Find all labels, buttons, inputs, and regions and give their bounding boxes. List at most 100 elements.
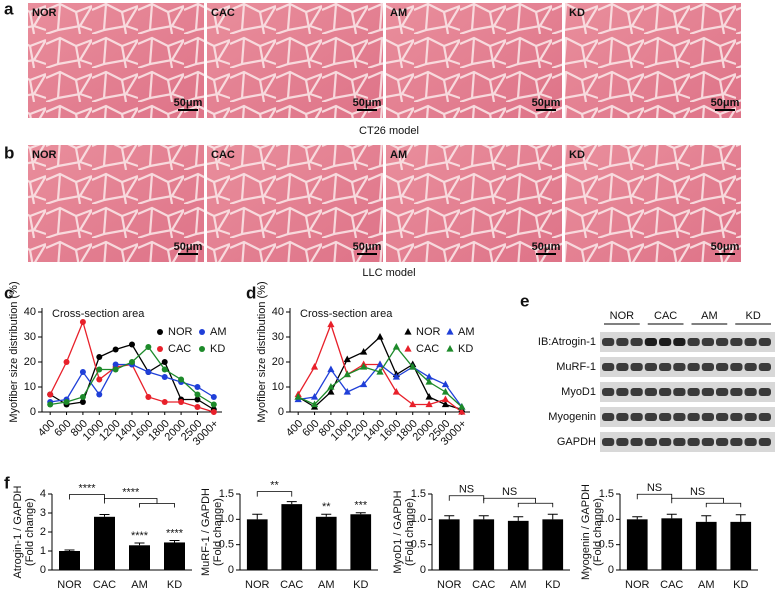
- blot-band: [659, 338, 672, 346]
- y-tick-label: 40: [272, 306, 284, 318]
- y-tick-label: 0: [420, 564, 426, 576]
- marker: [112, 361, 119, 368]
- marker: [425, 378, 433, 385]
- group-label: KD: [569, 7, 585, 19]
- marker: [441, 400, 450, 408]
- y-tick-label: 1.5: [219, 488, 234, 500]
- blot-band: [758, 388, 771, 396]
- y-tick-label: 40: [24, 306, 36, 318]
- blot-band: [630, 388, 643, 396]
- group-label: CAC: [211, 149, 235, 161]
- marker: [392, 388, 400, 395]
- x-tick-label: CAC: [660, 579, 683, 591]
- marker: [458, 408, 466, 415]
- marker: [441, 395, 450, 403]
- group-label: AM: [390, 7, 407, 19]
- marker: [343, 370, 351, 378]
- bar: [507, 520, 529, 570]
- fiber-pattern: [386, 3, 562, 118]
- legend-label: CAC: [168, 343, 191, 355]
- x-tick-label: AM: [131, 579, 148, 591]
- significance-bracket: [104, 498, 175, 508]
- blot-band: [602, 363, 615, 371]
- marker: [376, 333, 384, 340]
- marker: [161, 399, 168, 405]
- blot-band: [687, 438, 700, 446]
- blot-band: [644, 438, 657, 446]
- series-line: [297, 345, 463, 408]
- marker: [404, 345, 412, 352]
- y-tick-label: 10: [24, 381, 36, 393]
- significance: ****: [122, 486, 140, 498]
- y-tick-label: 0: [40, 564, 46, 576]
- legend-label: NOR: [168, 326, 193, 338]
- x-tick-label: KD: [167, 579, 182, 591]
- error-bar: [99, 514, 110, 517]
- x-tick-label: AM: [510, 579, 527, 591]
- y-axis-label: MyoD1 / GAPDH: [392, 490, 404, 573]
- blot-band: [602, 413, 615, 421]
- blot-band: [716, 388, 729, 396]
- y-tick-label: 1.5: [599, 488, 614, 500]
- legend-label: AM: [210, 326, 227, 338]
- marker: [157, 329, 163, 335]
- marker: [47, 391, 54, 398]
- bar: [281, 504, 303, 570]
- blot-band: [716, 438, 729, 446]
- marker: [360, 348, 368, 355]
- marker: [157, 346, 163, 352]
- marker: [327, 388, 335, 395]
- blot-band: [716, 363, 729, 371]
- bar: [626, 519, 648, 570]
- blot-band: [659, 438, 672, 446]
- blot-band: [701, 338, 714, 346]
- bar: [164, 542, 185, 570]
- marker: [210, 401, 217, 408]
- blot-band: [616, 388, 629, 396]
- error-bar: [444, 515, 455, 520]
- x-tick-label: AM: [318, 579, 335, 591]
- panel-label: e: [520, 291, 529, 310]
- blot-band: [616, 438, 629, 446]
- x-tick-label: NOR: [245, 579, 270, 591]
- scale-label: 50μm: [711, 97, 740, 109]
- significance-bracket: [448, 495, 485, 501]
- marker: [178, 376, 185, 383]
- y-tick-label: 4: [40, 488, 46, 500]
- series-line: [50, 346, 215, 406]
- marker: [392, 343, 400, 350]
- blot-row-label: Myogenin: [548, 411, 596, 423]
- marker: [409, 400, 417, 408]
- y-tick-label: 1.0: [219, 513, 234, 525]
- lane-label: NOR: [610, 310, 635, 322]
- x-tick-label: KD: [733, 579, 748, 591]
- scale-label: 50μm: [353, 97, 382, 109]
- blot-band: [673, 438, 686, 446]
- blot-band: [602, 338, 615, 346]
- caption: CT26 model: [359, 125, 419, 137]
- blot-band: [744, 338, 757, 346]
- fiber-pattern: [386, 145, 562, 262]
- fiber-pattern: [565, 145, 741, 262]
- group-label: NOR: [32, 7, 57, 19]
- marker: [441, 388, 450, 395]
- error-bar: [478, 515, 489, 520]
- x-tick-label: NOR: [57, 579, 82, 591]
- blot-band: [687, 338, 700, 346]
- y-tick-label: 2: [40, 526, 46, 538]
- bar: [59, 551, 80, 570]
- bar: [94, 516, 115, 570]
- scale-label: 50μm: [532, 241, 561, 253]
- blot-band: [644, 388, 657, 396]
- blot-band: [716, 338, 729, 346]
- marker: [376, 360, 384, 368]
- marker: [79, 319, 86, 325]
- legend-label: KD: [458, 343, 473, 355]
- blot-band: [687, 388, 700, 396]
- significance-bracket: [69, 494, 105, 500]
- marker: [63, 359, 70, 365]
- marker: [161, 359, 168, 365]
- marker: [161, 374, 168, 380]
- group-label: NOR: [32, 149, 57, 161]
- lane-label: KD: [745, 310, 760, 322]
